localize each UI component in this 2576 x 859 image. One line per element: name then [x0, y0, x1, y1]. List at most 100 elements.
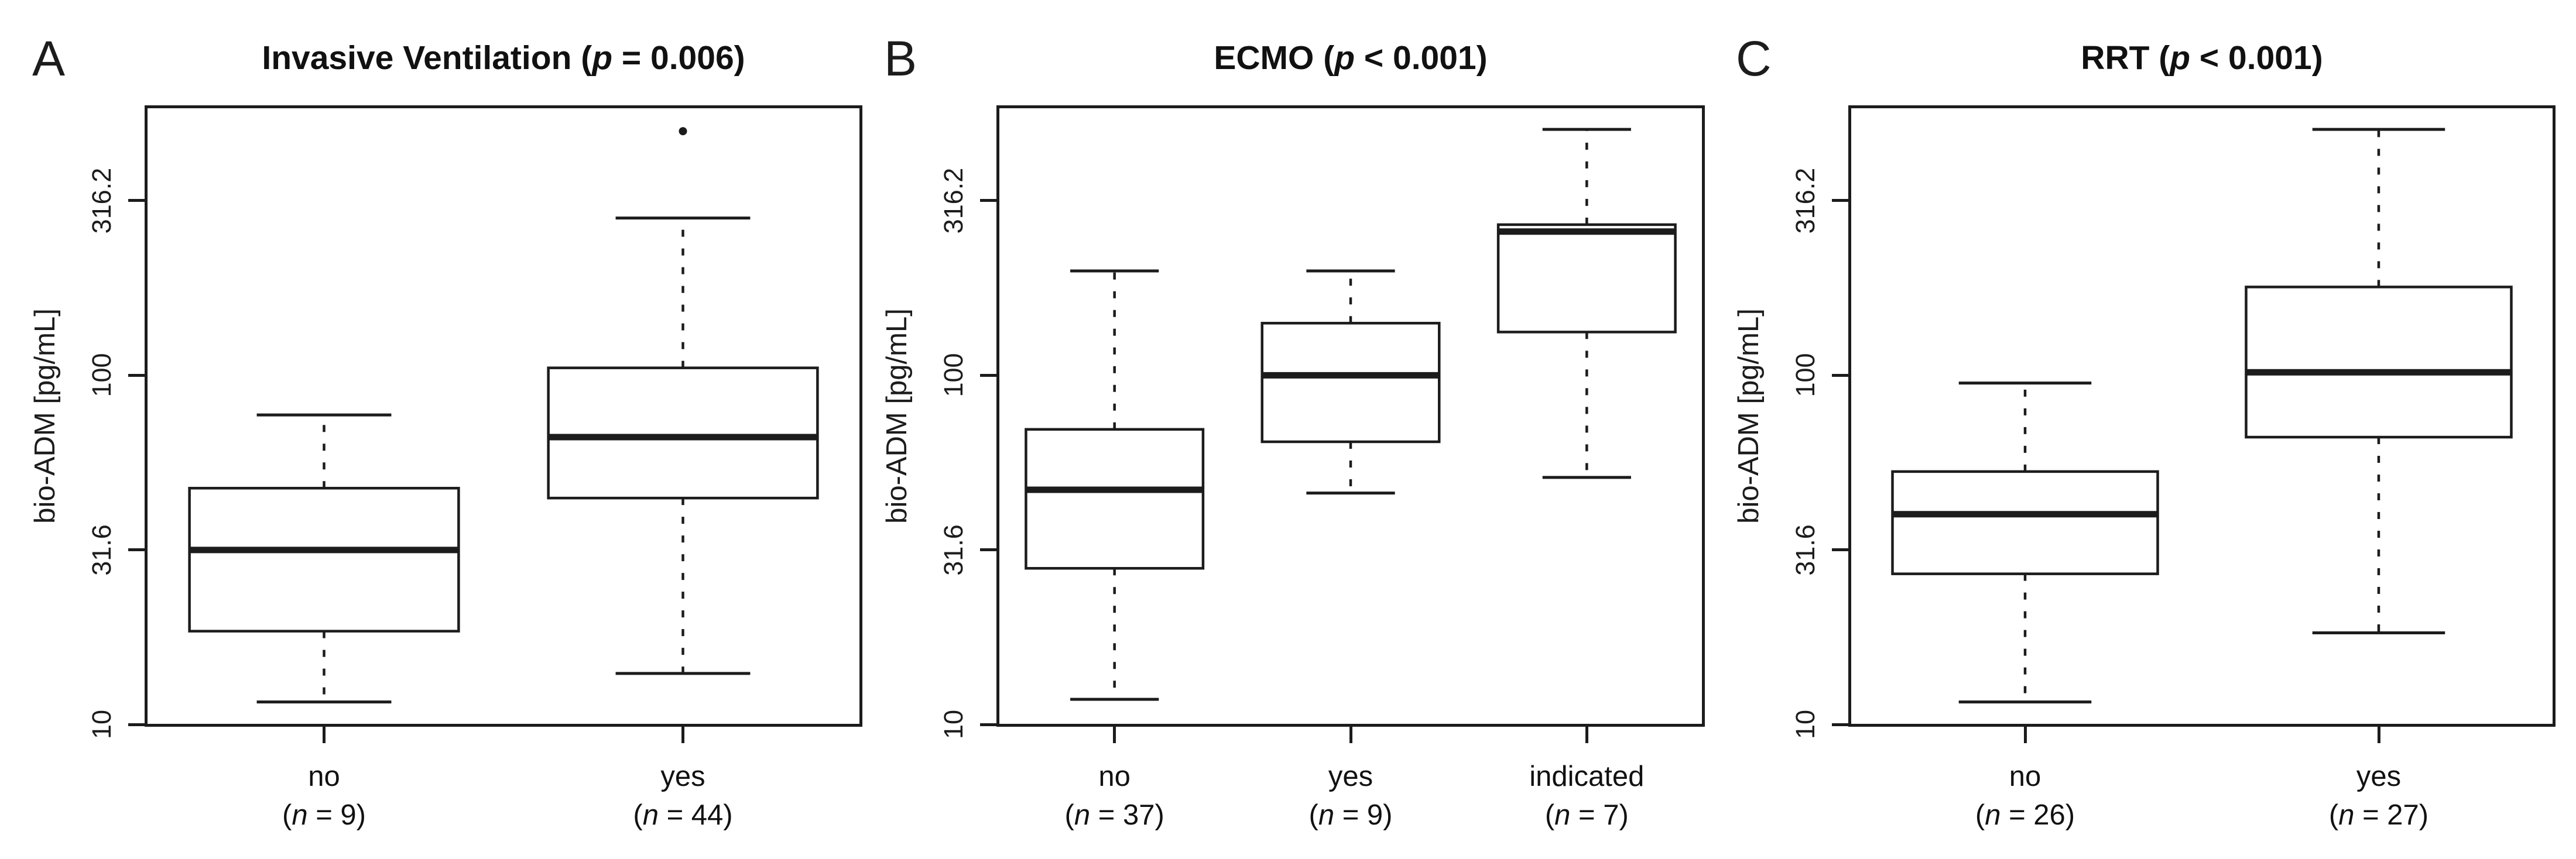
iqr-box: [1496, 223, 1677, 334]
title-p-value: = 0.006): [612, 39, 745, 77]
category-n-count: (n = 7): [1544, 799, 1629, 831]
y-tick-mark: [1832, 199, 1848, 202]
title-p-symbol: p: [1334, 39, 1355, 77]
category-n-count: (n = 9): [1308, 799, 1393, 831]
title-p-symbol: p: [592, 39, 613, 77]
plot-area: [1848, 105, 2556, 727]
panel-title-invasive-ventilation: Invasive Ventilation (p = 0.006): [57, 39, 950, 77]
title-text: RRT (: [2081, 39, 2170, 77]
box-group-no: [188, 413, 460, 704]
panel-title-ecmo: ECMO (p < 0.001): [909, 39, 1793, 77]
y-tick-label: 316.2: [938, 167, 968, 234]
y-tick-mark: [128, 548, 145, 552]
n-symbol: n: [2338, 799, 2355, 831]
title-text: ECMO (: [1214, 39, 1335, 77]
title-text: Invasive Ventilation (: [262, 39, 592, 77]
y-tick-mark: [1832, 548, 1848, 552]
y-tick-label: 31.6: [938, 524, 968, 576]
x-category-label: no (n = 37): [1065, 757, 1164, 834]
iqr-box: [1260, 322, 1441, 444]
box-group-yes: [1260, 269, 1441, 495]
category-name: no: [1098, 761, 1131, 792]
box-group-no: [1025, 269, 1205, 701]
y-tick-mark: [128, 373, 145, 377]
x-category-label: indicated (n = 7): [1529, 757, 1644, 834]
category-n-count: (n = 27): [2328, 799, 2429, 831]
title-p-value: < 0.001): [2190, 39, 2323, 77]
box-group-no: [1891, 382, 2159, 704]
x-tick-mark: [2377, 727, 2380, 743]
iqr-box: [2245, 286, 2513, 439]
y-tick-label: 10: [87, 710, 117, 740]
n-symbol: n: [1074, 799, 1091, 831]
category-n-count: (n = 9): [282, 799, 366, 831]
y-axis-label: bio-ADM [pg/mL]: [1733, 308, 1765, 524]
iqr-box: [1025, 428, 1205, 570]
x-tick-mark: [681, 727, 684, 743]
y-tick-label: 100: [87, 353, 117, 397]
iqr-box: [547, 366, 819, 500]
box-group-yes: [547, 127, 819, 675]
y-tick-label: 10: [1790, 710, 1820, 740]
y-tick-label: 100: [1790, 353, 1820, 397]
plot-area: [996, 105, 1705, 727]
n-symbol: n: [1985, 799, 2001, 831]
y-tick-mark: [980, 199, 996, 202]
panel-letter-b: B: [884, 31, 917, 86]
category-n-count: (n = 44): [633, 799, 733, 831]
y-tick-mark: [980, 373, 996, 377]
title-p-symbol: p: [2170, 39, 2191, 77]
y-tick-mark: [980, 723, 996, 726]
x-tick-mark: [1113, 727, 1116, 743]
category-n-count: (n = 37): [1064, 799, 1164, 831]
y-axis-label: bio-ADM [pg/mL]: [29, 308, 61, 524]
x-category-label: no (n = 26): [1975, 757, 2075, 834]
boxplot-canvas: [1891, 128, 2513, 704]
box-group-indicated: [1496, 128, 1677, 479]
y-tick-mark: [1832, 373, 1848, 377]
y-tick-label: 316.2: [1790, 167, 1820, 234]
category-name: indicated: [1529, 761, 1645, 792]
x-category-label: yes (n = 9): [1308, 757, 1392, 834]
box-group-yes: [2245, 128, 2513, 634]
n-symbol: n: [292, 799, 308, 831]
category-name: yes: [2356, 761, 2402, 792]
n-symbol: n: [1318, 799, 1335, 831]
y-tick-label: 316.2: [87, 167, 117, 234]
boxplot-canvas: [188, 127, 819, 704]
y-tick-mark: [128, 199, 145, 202]
category-n-count: (n = 26): [1975, 799, 2075, 831]
x-tick-mark: [1349, 727, 1352, 743]
title-p-value: < 0.001): [1355, 39, 1488, 77]
y-tick-label: 100: [938, 353, 968, 397]
y-tick-label: 10: [938, 710, 968, 740]
n-symbol: n: [1554, 799, 1571, 831]
iqr-box: [188, 487, 460, 633]
x-tick-mark: [323, 727, 326, 743]
y-tick-mark: [980, 548, 996, 552]
x-category-label: yes (n = 44): [633, 757, 732, 834]
panel-title-rrt: RRT (p < 0.001): [1760, 39, 2576, 77]
x-tick-mark: [1585, 727, 1588, 743]
panel-letter-a: A: [32, 31, 66, 86]
y-tick-mark: [128, 723, 145, 726]
n-symbol: n: [642, 799, 659, 831]
category-name: no: [308, 761, 340, 792]
category-name: yes: [660, 761, 705, 792]
x-category-label: no (n = 9): [282, 757, 366, 834]
category-name: yes: [1328, 761, 1373, 792]
y-axis-label: bio-ADM [pg/mL]: [881, 308, 913, 524]
boxplot-canvas: [1025, 128, 1677, 701]
y-tick-mark: [1832, 723, 1848, 726]
panel-letter-c: C: [1736, 31, 1772, 86]
outlier-point: [679, 127, 687, 136]
y-tick-label: 31.6: [87, 524, 117, 576]
plot-area: [145, 105, 862, 727]
x-tick-mark: [2023, 727, 2027, 743]
y-tick-label: 31.6: [1790, 524, 1820, 576]
x-category-label: yes (n = 27): [2329, 757, 2428, 834]
